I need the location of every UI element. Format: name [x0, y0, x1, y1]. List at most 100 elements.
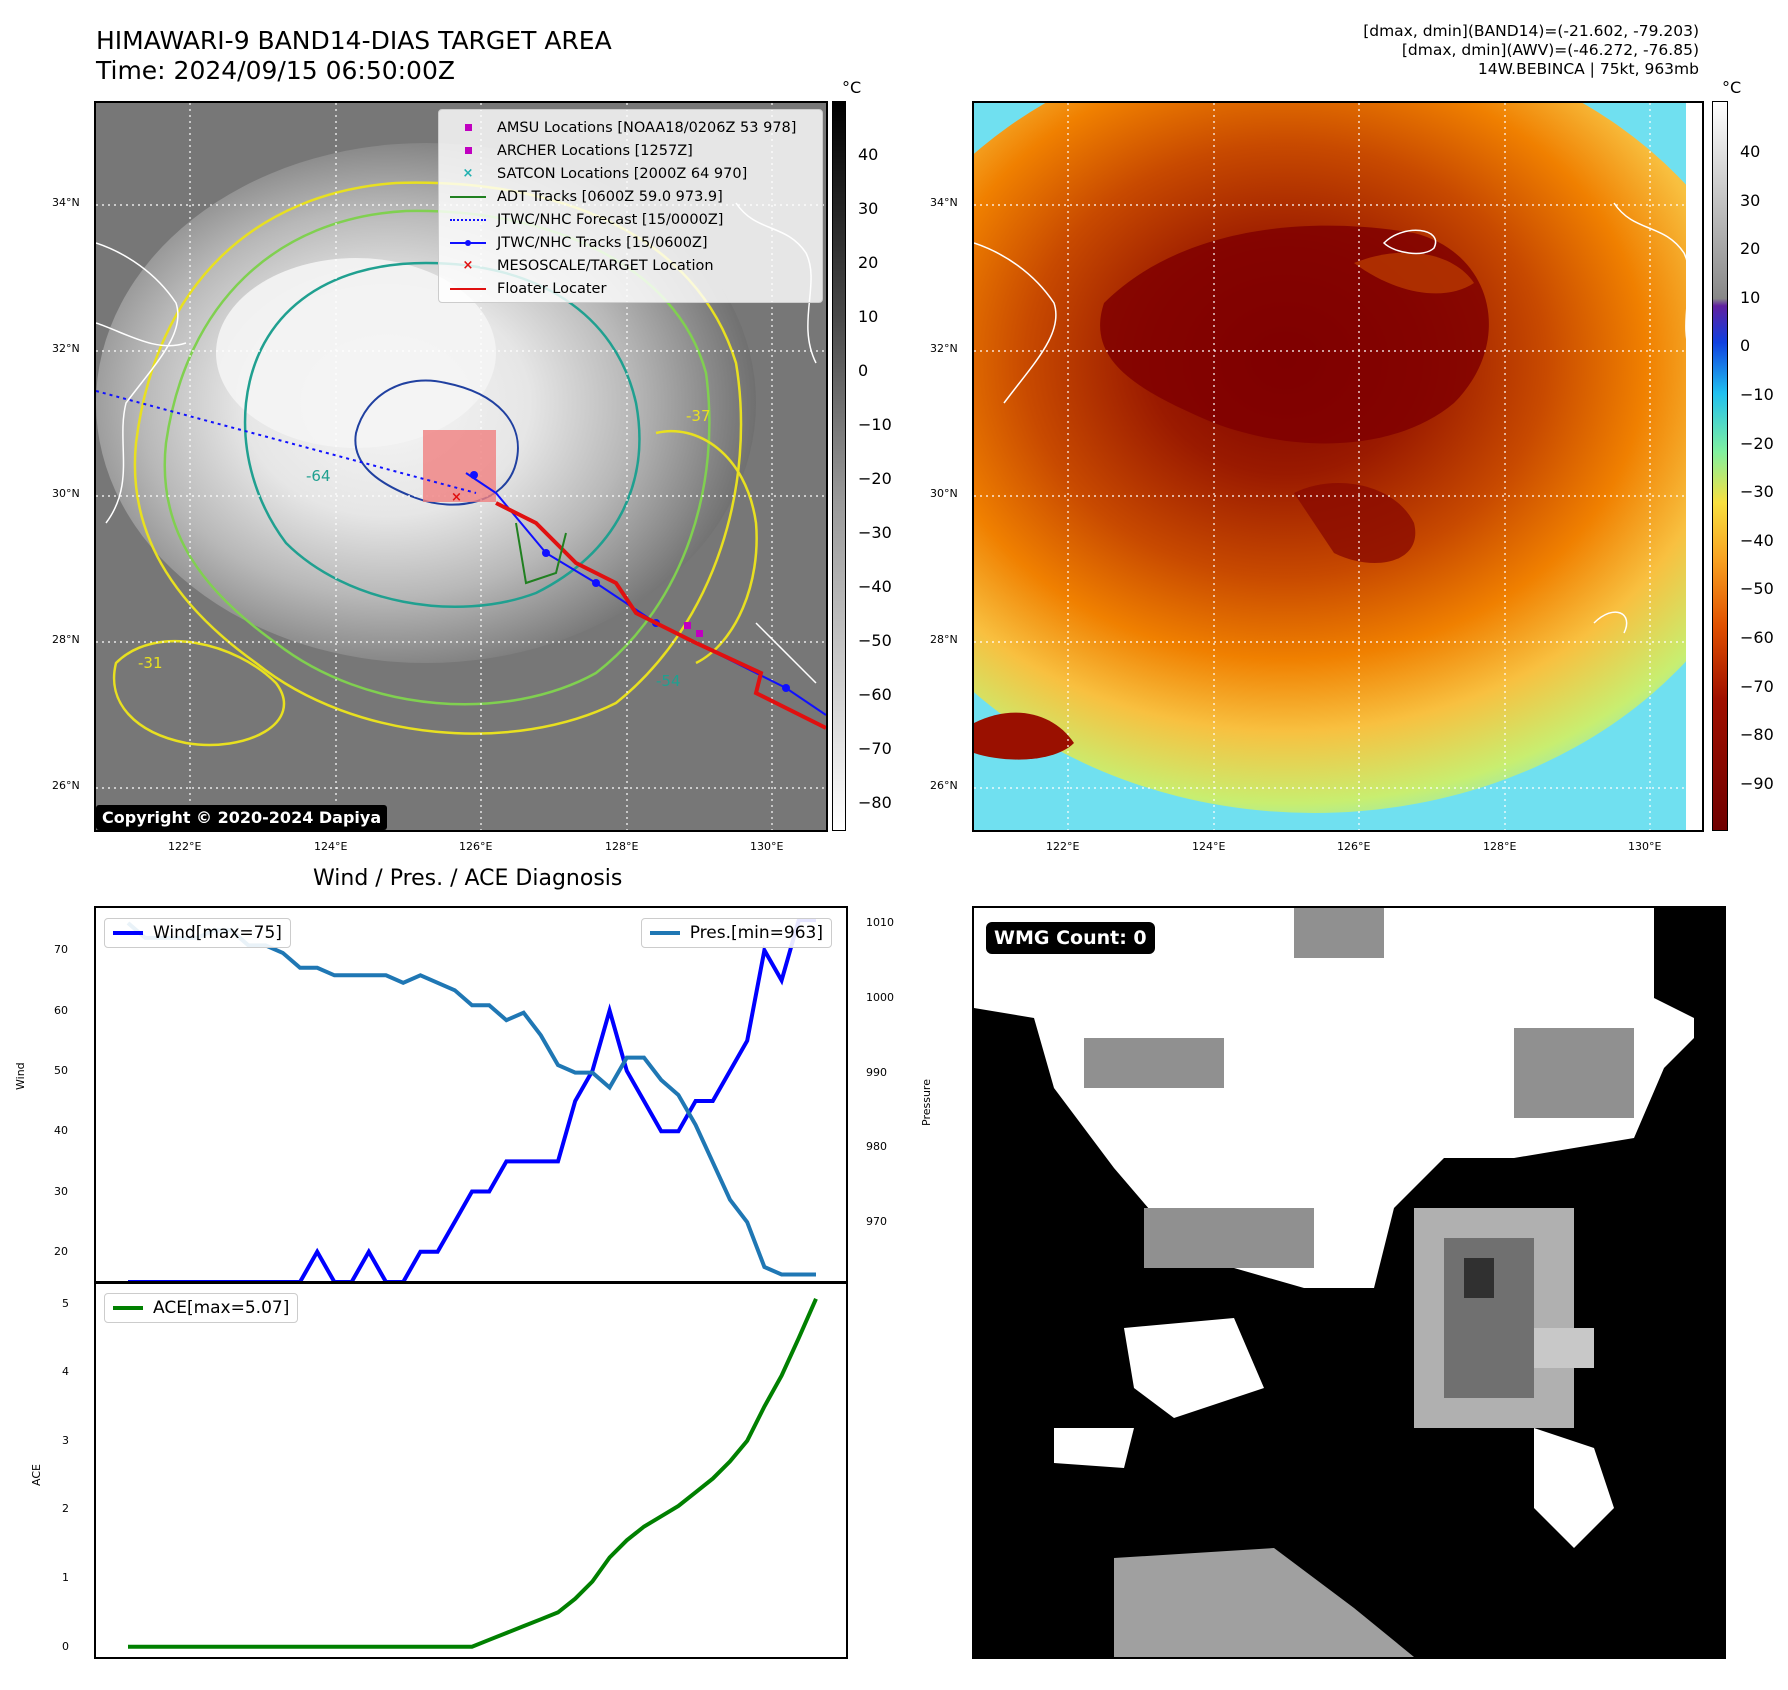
colorbar-gray-tick: 0: [858, 361, 869, 380]
colorbar-gray-tick: −80: [858, 793, 892, 812]
colorbar-color-tick: 40: [1740, 142, 1761, 161]
pres-tick: 990: [866, 1065, 887, 1079]
floater-locater-line: [495, 501, 826, 730]
ace-tick: 4: [62, 1365, 69, 1379]
colorbar-gray-tick: −10: [858, 415, 892, 434]
ace-tick: 0: [62, 1639, 69, 1653]
pres-tick: 1010: [866, 915, 894, 929]
coastline-china: [96, 242, 179, 524]
colorbar-gray-tick: 20: [858, 253, 879, 272]
wmg-dark-ne: [1654, 908, 1694, 1018]
wind-tick: 40: [54, 1124, 68, 1138]
contour-navy: [354, 379, 519, 506]
map-legend: AMSU Locations [NOAA18/0206Z 53 978] ARC…: [438, 109, 823, 303]
contour-teal: [243, 261, 641, 608]
wind-axis-label: Wind: [14, 1062, 27, 1090]
colorbar-color-tick: 30: [1740, 190, 1761, 210]
wmg-core-eye: [1464, 1258, 1494, 1298]
lon-label: 126°E: [459, 840, 493, 853]
colorbar-gray-tick: −40: [858, 577, 892, 596]
coastline-estuary: [96, 322, 187, 347]
wind-series-line: [128, 918, 816, 1282]
pres-legend: Pres.[min=963]: [640, 918, 832, 948]
colorbar-color: [1712, 101, 1728, 831]
lon-label: 126°E: [1337, 840, 1371, 853]
lat-label: 28°N: [930, 633, 958, 646]
lon-label: 124°E: [1192, 840, 1226, 853]
wmg-gray-patch: [1144, 1208, 1314, 1268]
colorbar-gray-tick: −20: [858, 469, 892, 488]
colorbar-gray-tick: −60: [858, 685, 892, 704]
colorbar-gray-tick: 40: [858, 145, 879, 164]
colorbar-color-tick: −30: [1740, 482, 1774, 502]
wind-tick: 30: [54, 1184, 68, 1198]
jtwc-forecast-line: [96, 390, 477, 494]
wind-tick: 50: [54, 1063, 68, 1077]
colorbar-color-tick: −20: [1740, 433, 1774, 453]
wind-pres-plot: [126, 918, 816, 1282]
target-area-box: [423, 430, 496, 502]
lat-label: 30°N: [930, 487, 958, 500]
awv-map-panel: [972, 101, 1704, 832]
adt-track-line: [515, 522, 567, 585]
lat-label: 34°N: [52, 196, 80, 209]
lat-label: 32°N: [930, 342, 958, 355]
wmg-panel: WMG Count: 0: [972, 906, 1726, 1659]
lat-label: 34°N: [930, 196, 958, 209]
colorbar-gray-tick: −70: [858, 739, 892, 758]
awv-gridlines: [974, 103, 1702, 830]
lon-label: 124°E: [314, 840, 348, 853]
colorbar-color-tick: −60: [1740, 628, 1774, 647]
contour-yellow: [133, 181, 743, 735]
pres-tick: 1000: [866, 990, 894, 1004]
colorbar-color-tick: −10: [1740, 385, 1774, 404]
wmg-gray-patch: [1084, 1038, 1224, 1088]
lat-label: 26°N: [52, 779, 80, 792]
lon-label: 130°E: [1628, 840, 1662, 853]
amsu-marker: [684, 622, 691, 629]
ace-panel: ACE[max=5.07]: [94, 1281, 848, 1659]
contour-label-54: -54: [656, 672, 681, 690]
legend-item-jtwc-track: JTWC/NHC Tracks [15/0600Z]: [447, 231, 814, 254]
colorbar-color-tick: 0: [1740, 336, 1751, 356]
legend-item-amsu: AMSU Locations [NOAA18/0206Z 53 978]: [447, 116, 814, 139]
awv-field: [974, 103, 1702, 813]
legend-item-satcon: × SATCON Locations [2000Z 64 970]: [462, 165, 748, 182]
lon-label: 130°E: [750, 840, 784, 853]
ace-tick: 3: [62, 1433, 69, 1447]
wmg-image: [974, 908, 1724, 1657]
ace-axis-label: ACE: [30, 1464, 43, 1486]
wmg-gray-patch: [1514, 1028, 1634, 1118]
wind-legend: Wind[max=75]: [104, 918, 291, 948]
copyright-badge: Copyright © 2020-2024 Dapiya: [96, 805, 388, 830]
pres-tick: 980: [866, 1140, 887, 1154]
contour-label-31: -31: [138, 654, 163, 672]
colorbar-color-tick: −40: [1740, 530, 1774, 550]
awv-sw-cell: [974, 712, 1074, 760]
legend-item-forecast: JTWC/NHC Forecast [15/0000Z]: [447, 208, 814, 231]
lon-label: 128°E: [605, 840, 639, 853]
storm-info: 14W.BEBINCA | 75kt, 963mb: [1477, 60, 1699, 78]
ace-series-line: [128, 1297, 818, 1649]
wind-tick: 20: [54, 1244, 68, 1258]
colorbar-color-unit: °C: [1722, 78, 1742, 97]
wind-tick: 70: [54, 943, 68, 957]
figure-title: HIMAWARI-9 BAND14-DIAS TARGET AREA: [96, 26, 612, 55]
lon-label: 128°E: [1483, 840, 1517, 853]
colorbar-color-tick: −50: [1740, 579, 1774, 599]
colorbar-color-tick: 20: [1740, 239, 1761, 259]
band14-map-panel: -64 -54 -37 -31 ×: [94, 101, 828, 832]
legend-item-floater: Floater Locater: [447, 277, 814, 300]
contour-yellow-e: [655, 429, 758, 665]
colorbar-gray-tick: −30: [858, 523, 892, 542]
wmg-gray-south: [1114, 1548, 1414, 1657]
wmg-core-light: [1534, 1328, 1594, 1368]
cloud-core: [216, 258, 496, 448]
wind-pres-panel: Wind[max=75] Pres.[min=963]: [94, 906, 848, 1284]
figure-time: Time: 2024/09/15 06:50:00Z: [96, 56, 455, 85]
diag-title: Wind / Pres. / ACE Diagnosis: [313, 866, 623, 891]
pres-axis-label: Pressure: [920, 1079, 933, 1126]
wind-tick: 60: [54, 1003, 68, 1017]
lon-label: 122°E: [1046, 840, 1080, 853]
awv-band: [1294, 483, 1416, 563]
